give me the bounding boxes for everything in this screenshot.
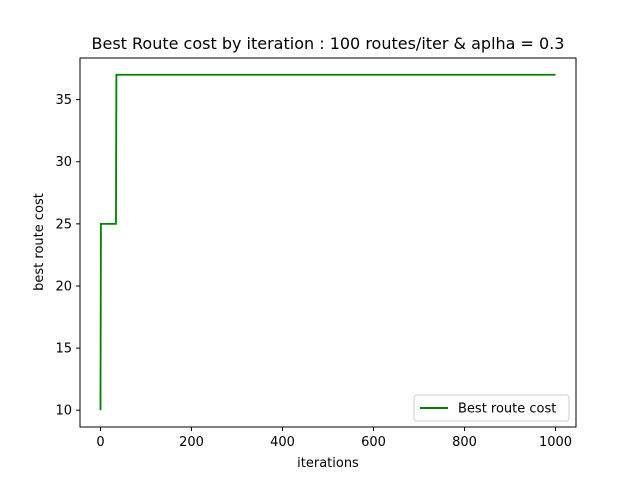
plot-area bbox=[79, 57, 577, 428]
legend-box bbox=[413, 394, 570, 422]
x-axis-label: iterations bbox=[297, 456, 359, 471]
plot-background bbox=[80, 58, 576, 427]
legend: Best route cost bbox=[413, 394, 570, 422]
series-line-best-route-cost bbox=[99, 73, 556, 411]
series-layer bbox=[99, 73, 556, 411]
x-tick-label: 800 bbox=[452, 435, 477, 450]
y-tick-label: 10 bbox=[55, 404, 72, 419]
y-tick-label: 25 bbox=[55, 217, 72, 232]
y-tick-label: 30 bbox=[55, 155, 72, 170]
y-tick-label: 20 bbox=[55, 279, 72, 294]
x-tick-label: 0 bbox=[96, 435, 104, 450]
y-axis: 10 15 20 25 30 35 bbox=[55, 93, 80, 419]
plot-frame bbox=[79, 57, 577, 428]
legend-entry-label: Best route cost bbox=[458, 402, 556, 417]
chart-title: Best Route cost by iteration : 100 route… bbox=[92, 34, 565, 53]
y-tick-label: 15 bbox=[55, 342, 72, 357]
x-tick-label: 200 bbox=[179, 435, 204, 450]
y-tick-label: 35 bbox=[55, 93, 72, 108]
x-tick-label: 1000 bbox=[539, 435, 572, 450]
y-axis-label: best route cost bbox=[32, 193, 47, 291]
x-axis: 0 200 400 600 800 1000 bbox=[96, 427, 572, 450]
x-tick-label: 400 bbox=[270, 435, 295, 450]
x-tick-label: 600 bbox=[361, 435, 386, 450]
